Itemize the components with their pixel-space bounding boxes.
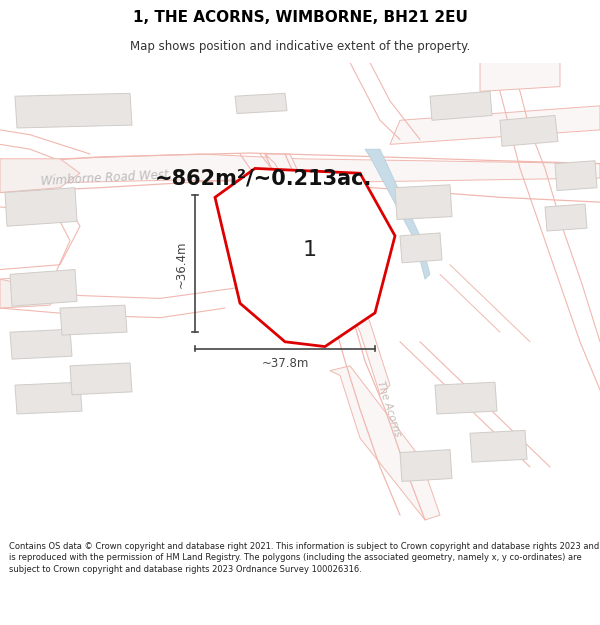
- Polygon shape: [435, 382, 497, 414]
- Text: ~36.4m: ~36.4m: [175, 240, 187, 288]
- Polygon shape: [10, 269, 77, 306]
- Polygon shape: [258, 238, 314, 268]
- Polygon shape: [70, 363, 132, 395]
- Polygon shape: [255, 180, 322, 237]
- Polygon shape: [15, 382, 82, 414]
- Polygon shape: [400, 449, 452, 481]
- Text: The Acorns: The Acorns: [375, 380, 403, 438]
- Polygon shape: [5, 188, 77, 226]
- Polygon shape: [365, 149, 420, 241]
- Polygon shape: [0, 159, 80, 192]
- Polygon shape: [10, 329, 72, 359]
- Text: 1, THE ACORNS, WIMBORNE, BH21 2EU: 1, THE ACORNS, WIMBORNE, BH21 2EU: [133, 10, 467, 25]
- Polygon shape: [215, 168, 395, 347]
- Text: 1: 1: [303, 240, 317, 260]
- Polygon shape: [15, 93, 132, 128]
- Text: Wimborne Road West: Wimborne Road West: [40, 168, 169, 188]
- Polygon shape: [265, 154, 390, 395]
- Polygon shape: [395, 185, 452, 219]
- Text: Map shows position and indicative extent of the property.: Map shows position and indicative extent…: [130, 41, 470, 53]
- Polygon shape: [430, 91, 492, 120]
- Polygon shape: [545, 204, 587, 231]
- Polygon shape: [235, 93, 287, 114]
- Polygon shape: [390, 106, 600, 144]
- Text: The Acorns: The Acorns: [270, 207, 298, 265]
- Polygon shape: [470, 431, 527, 462]
- Polygon shape: [500, 116, 558, 146]
- Text: Contains OS data © Crown copyright and database right 2021. This information is : Contains OS data © Crown copyright and d…: [9, 542, 599, 574]
- Polygon shape: [330, 366, 440, 520]
- Polygon shape: [0, 154, 600, 192]
- Polygon shape: [480, 62, 560, 91]
- Text: ~37.8m: ~37.8m: [262, 357, 308, 371]
- Text: ~862m²/~0.213ac.: ~862m²/~0.213ac.: [155, 168, 373, 188]
- Polygon shape: [415, 236, 430, 279]
- Polygon shape: [555, 161, 597, 191]
- Polygon shape: [0, 279, 60, 308]
- Polygon shape: [60, 305, 127, 335]
- Polygon shape: [400, 233, 442, 262]
